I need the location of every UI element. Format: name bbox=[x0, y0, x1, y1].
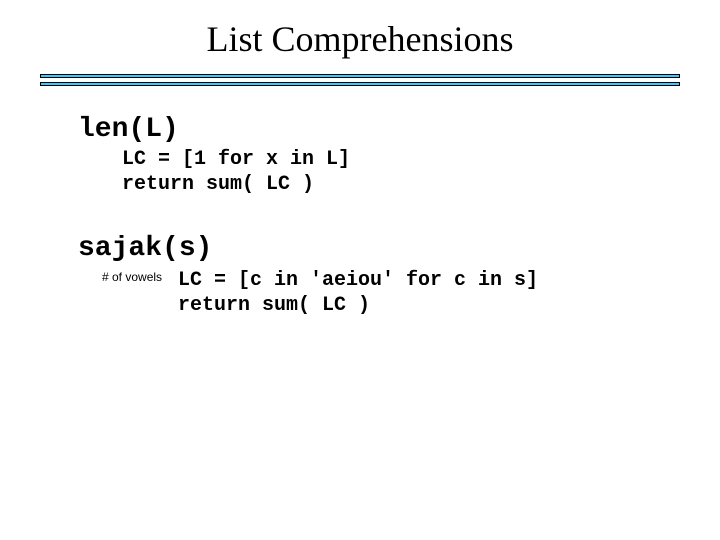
section-len: len(L) LC = [1 for x in L] return sum( L… bbox=[78, 114, 660, 197]
code-line: LC = [c in 'aeiou' for c in s] bbox=[178, 269, 538, 292]
code-line: return sum( LC ) bbox=[122, 173, 314, 196]
sajak-row: # of vowels LC = [c in 'aeiou' for c in … bbox=[78, 268, 660, 318]
title-divider bbox=[40, 74, 680, 86]
vowels-note: # of vowels bbox=[78, 268, 178, 284]
func-name-sajak: sajak(s) bbox=[78, 233, 660, 264]
func-name-len: len(L) bbox=[78, 114, 660, 145]
divider-line-1 bbox=[40, 74, 680, 78]
code-block-sajak: LC = [c in 'aeiou' for c in s] return su… bbox=[178, 268, 538, 318]
code-block-len: LC = [1 for x in L] return sum( LC ) bbox=[122, 147, 660, 197]
code-line: return sum( LC ) bbox=[178, 294, 370, 317]
divider-line-2 bbox=[40, 82, 680, 86]
slide-content: len(L) LC = [1 for x in L] return sum( L… bbox=[0, 90, 720, 318]
slide-title: List Comprehensions bbox=[0, 0, 720, 74]
code-line: LC = [1 for x in L] bbox=[122, 148, 350, 171]
section-sajak: sajak(s) # of vowels LC = [c in 'aeiou' … bbox=[78, 233, 660, 318]
